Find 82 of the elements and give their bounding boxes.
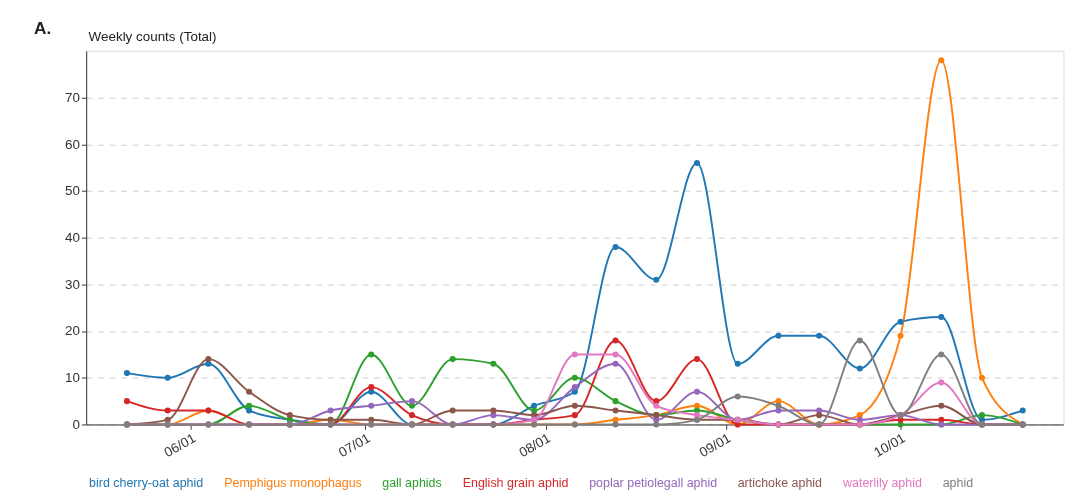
text: English grain aphid	[462, 476, 569, 491]
point	[1019, 407, 1026, 414]
point	[490, 360, 497, 367]
y-tick-label: 0	[72, 416, 80, 432]
point	[693, 412, 700, 419]
point	[164, 374, 171, 381]
point	[612, 407, 619, 414]
y-tick-label: 20	[65, 323, 80, 339]
y-tick-label: 40	[65, 229, 80, 245]
point	[653, 276, 660, 283]
point	[938, 351, 945, 358]
point	[571, 388, 578, 395]
point	[571, 374, 578, 381]
point	[612, 421, 619, 428]
point	[938, 314, 945, 321]
point	[571, 351, 578, 358]
point	[408, 412, 415, 419]
point	[897, 332, 904, 339]
point	[449, 356, 456, 363]
point	[286, 412, 293, 419]
point	[327, 407, 334, 414]
point	[612, 351, 619, 358]
point	[734, 393, 741, 400]
point	[612, 398, 619, 405]
point	[938, 402, 945, 409]
text: aphid	[942, 476, 974, 491]
point	[571, 384, 578, 391]
y-tick-label: 60	[65, 136, 80, 152]
point	[368, 384, 375, 391]
point	[978, 412, 986, 419]
text: artichoke aphid	[737, 476, 823, 491]
point	[612, 243, 619, 251]
point	[938, 379, 945, 386]
point	[897, 318, 904, 325]
text: bird cherry-oat aphid	[89, 476, 204, 491]
y-tick-label: 10	[65, 370, 80, 386]
point	[368, 388, 375, 395]
point	[612, 360, 619, 367]
point	[775, 402, 782, 409]
text: Pemphigus monophagus	[224, 476, 362, 491]
point	[978, 374, 986, 381]
point	[408, 402, 415, 409]
point	[612, 337, 619, 344]
point	[693, 159, 700, 166]
point	[246, 402, 253, 409]
point	[653, 402, 660, 409]
point	[246, 388, 253, 395]
point	[490, 412, 497, 419]
point	[368, 351, 375, 358]
point	[775, 332, 782, 339]
point	[123, 398, 130, 405]
point	[816, 412, 823, 419]
point	[693, 356, 700, 363]
text: gall aphids	[382, 476, 442, 491]
point	[571, 412, 578, 419]
point	[571, 402, 578, 409]
point	[164, 407, 171, 414]
point	[693, 388, 700, 395]
point	[693, 402, 700, 409]
point	[938, 57, 945, 64]
point	[205, 360, 212, 367]
point	[653, 398, 660, 405]
text: waterlily aphid	[842, 476, 922, 491]
text: poplar petiolegall aphid	[589, 476, 718, 491]
y-tick-label: 70	[65, 89, 80, 105]
point	[856, 412, 863, 419]
point	[531, 412, 538, 419]
chart-title: A.	[33, 17, 52, 38]
y-tick-label: 30	[65, 276, 80, 292]
point	[449, 407, 456, 414]
point	[368, 402, 375, 409]
point	[408, 398, 415, 405]
point	[856, 365, 863, 372]
point	[734, 360, 741, 367]
point	[490, 407, 497, 414]
y-tick-label: 50	[65, 183, 80, 199]
point	[205, 356, 212, 363]
point	[123, 370, 130, 377]
point	[653, 421, 660, 428]
y-axis-title: Weekly counts (Total)	[88, 28, 217, 44]
point	[816, 332, 823, 339]
point	[856, 337, 863, 344]
